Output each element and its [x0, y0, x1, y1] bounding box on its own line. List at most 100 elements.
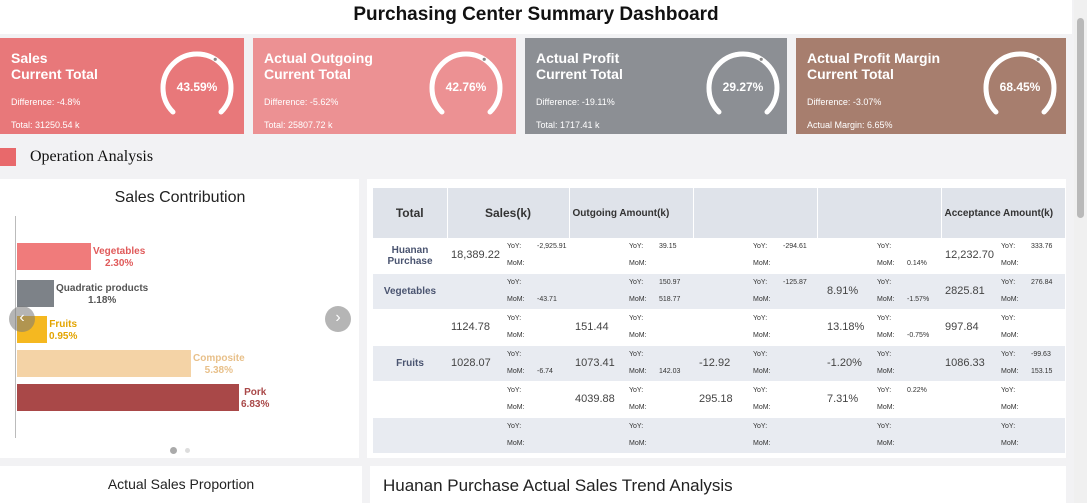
mom-value: 0.14% [907, 260, 927, 267]
kpi-title: Actual Profit [536, 50, 620, 66]
page-title: Purchasing Center Summary Dashboard [0, 0, 1072, 34]
cell-comparison: YoY: MoM: [629, 418, 691, 452]
yoy-label: YoY: [629, 387, 644, 394]
bar-label: Pork 6.83% [241, 387, 269, 411]
kpi-card-outgoing[interactable]: Actual Outgoing Current Total Difference… [253, 38, 516, 134]
column-header[interactable]: Sales(k) [447, 188, 570, 238]
yoy-label: YoY: [877, 423, 892, 430]
yoy-label: YoY: [1001, 387, 1016, 394]
mom-label: MoM: [507, 332, 525, 339]
cell-value: 18,389.22 [451, 249, 500, 261]
yoy-label: YoY: [753, 351, 768, 358]
bar-quadratic-products[interactable] [17, 280, 54, 307]
carousel-prev-button[interactable]: ‹ [9, 306, 35, 332]
gauge-marker [482, 57, 486, 61]
bar-label: Vegetables 2.30% [93, 246, 145, 270]
mom-label: MoM: [877, 332, 895, 339]
table-row[interactable]: Huanan Purchase 18,389.22 YoY: -2,925.91 MoM… [373, 238, 1065, 274]
table-row[interactable]: YoY: MoM: YoY: MoM: YoY: MoM: YoY: MoM: YoY: MoM: [373, 417, 1065, 454]
yoy-label: YoY: [877, 351, 892, 358]
yoy-label: YoY: [753, 423, 768, 430]
table-cell: -1.20% YoY: MoM: [817, 345, 941, 382]
panel-title: Huanan Purchase Actual Sales Trend Analy… [383, 476, 733, 495]
cell-comparison: YoY: -294.61 MoM: [753, 238, 815, 272]
row-label [373, 417, 447, 454]
yoy-label: YoY: [1001, 423, 1016, 430]
yoy-label: YoY: [507, 315, 522, 322]
column-header[interactable] [817, 188, 942, 238]
cell-comparison: YoY: MoM: [507, 418, 569, 452]
column-header[interactable] [693, 188, 818, 238]
mom-label: MoM: [753, 260, 771, 267]
mom-label: MoM: [629, 368, 647, 375]
table-row[interactable]: Fruits 1028.07 YoY: MoM: -6.74 1073.41 YoY: MoM… [373, 345, 1065, 382]
vertical-scrollbar[interactable] [1074, 0, 1087, 503]
bar-pork[interactable] [17, 384, 239, 411]
kpi-card-sales[interactable]: Sales Current Total Difference: -4.8% To… [0, 38, 244, 134]
row-label [373, 309, 447, 346]
yoy-label: YoY: [629, 351, 644, 358]
yoy-label: YoY: [507, 387, 522, 394]
column-header[interactable]: Acceptance Amount(k) [941, 188, 1066, 238]
mom-label: MoM: [507, 404, 525, 411]
cell-comparison: YoY: MoM: [629, 310, 691, 344]
mom-label: MoM: [629, 404, 647, 411]
cell-comparison: YoY: MoM: [1001, 418, 1063, 452]
yoy-label: YoY: [877, 387, 892, 394]
sales-trend-panel: Huanan Purchase Actual Sales Trend Analy… [370, 466, 1066, 503]
mom-label: MoM: [877, 368, 895, 375]
table-cell: 2825.81 YoY: 276.84 MoM: [941, 273, 1065, 310]
bar-vegetables[interactable] [17, 243, 91, 270]
gauge-icon [983, 51, 1057, 115]
cell-comparison: YoY: MoM: [753, 310, 815, 344]
yoy-value: -125.87 [783, 279, 807, 286]
kpi-card-profit[interactable]: Actual Profit Current Total Difference: … [525, 38, 787, 134]
carousel-dot-active[interactable] [170, 447, 177, 454]
yoy-value: -2,925.91 [537, 243, 567, 250]
table-cell: YoY: MoM: [693, 309, 817, 346]
cell-value: -1.20% [827, 357, 862, 369]
scrollbar-thumb[interactable] [1077, 18, 1084, 218]
table-cell: YoY: MoM: [447, 417, 569, 454]
cell-value: -12.92 [699, 357, 731, 369]
table-cell: 13.18% YoY: MoM: -0.75% [817, 309, 941, 346]
column-header[interactable]: Outgoing Amount(k) [569, 188, 694, 238]
yoy-value: -294.61 [783, 243, 807, 250]
mom-value: 518.77 [659, 296, 681, 303]
carousel-next-button[interactable]: › [325, 306, 351, 332]
mom-value: 153.15 [1031, 368, 1053, 375]
category-value: 5.38% [204, 365, 234, 376]
carousel-dot[interactable] [185, 448, 190, 453]
mom-label: MoM: [629, 260, 647, 267]
kpi-total: Actual Margin: 6.65% [807, 120, 893, 130]
table-cell: YoY: 39.15 MoM: [569, 238, 693, 274]
yoy-value: 150.97 [659, 279, 681, 286]
kpi-card-margin[interactable]: Actual Profit Margin Current Total Diffe… [796, 38, 1066, 134]
cell-comparison: YoY: MoM: 142.03 [629, 346, 691, 380]
gauge-fill [160, 51, 234, 115]
yoy-value: 333.76 [1031, 243, 1053, 250]
table-row[interactable]: 1124.78 YoY: MoM: 151.44 YoY: MoM: YoY: MoM: 13.… [373, 309, 1065, 346]
bar-composite[interactable] [17, 350, 191, 377]
sales-contribution-panel: Sales Contribution [0, 179, 359, 458]
mom-value: 142.03 [659, 368, 681, 375]
operation-table: Total Sales(k) Outgoing Amount(k) Acceptanc… [373, 188, 1066, 454]
table-row[interactable]: YoY: MoM: 4039.88 YoY: MoM: 295.18 YoY: MoM: 7.3… [373, 381, 1065, 418]
cell-value: 13.18% [827, 321, 865, 333]
gauge-icon [429, 51, 503, 115]
kpi-subtitle: Current Total [536, 66, 623, 82]
kpi-title: Actual Outgoing [264, 50, 373, 66]
cell-comparison: YoY: MoM: [1001, 382, 1063, 416]
cell-comparison: YoY: MoM: -6.74 [507, 346, 569, 380]
yoy-label: YoY: [629, 315, 644, 322]
table-row[interactable]: Vegetables YoY: MoM: -43.71 YoY: 150.97 MoM: 51… [373, 273, 1065, 310]
cell-value: 12,232.70 [945, 249, 994, 261]
section-marker [0, 148, 16, 166]
category-name: Pork [244, 387, 267, 398]
row-label: Vegetables [373, 273, 447, 310]
kpi-title: Actual Profit Margin [807, 50, 941, 66]
column-header[interactable]: Total [373, 188, 448, 238]
cell-comparison: YoY: 39.15 MoM: [629, 238, 691, 272]
mom-label: MoM: [1001, 260, 1019, 267]
mom-label: MoM: [507, 260, 525, 267]
